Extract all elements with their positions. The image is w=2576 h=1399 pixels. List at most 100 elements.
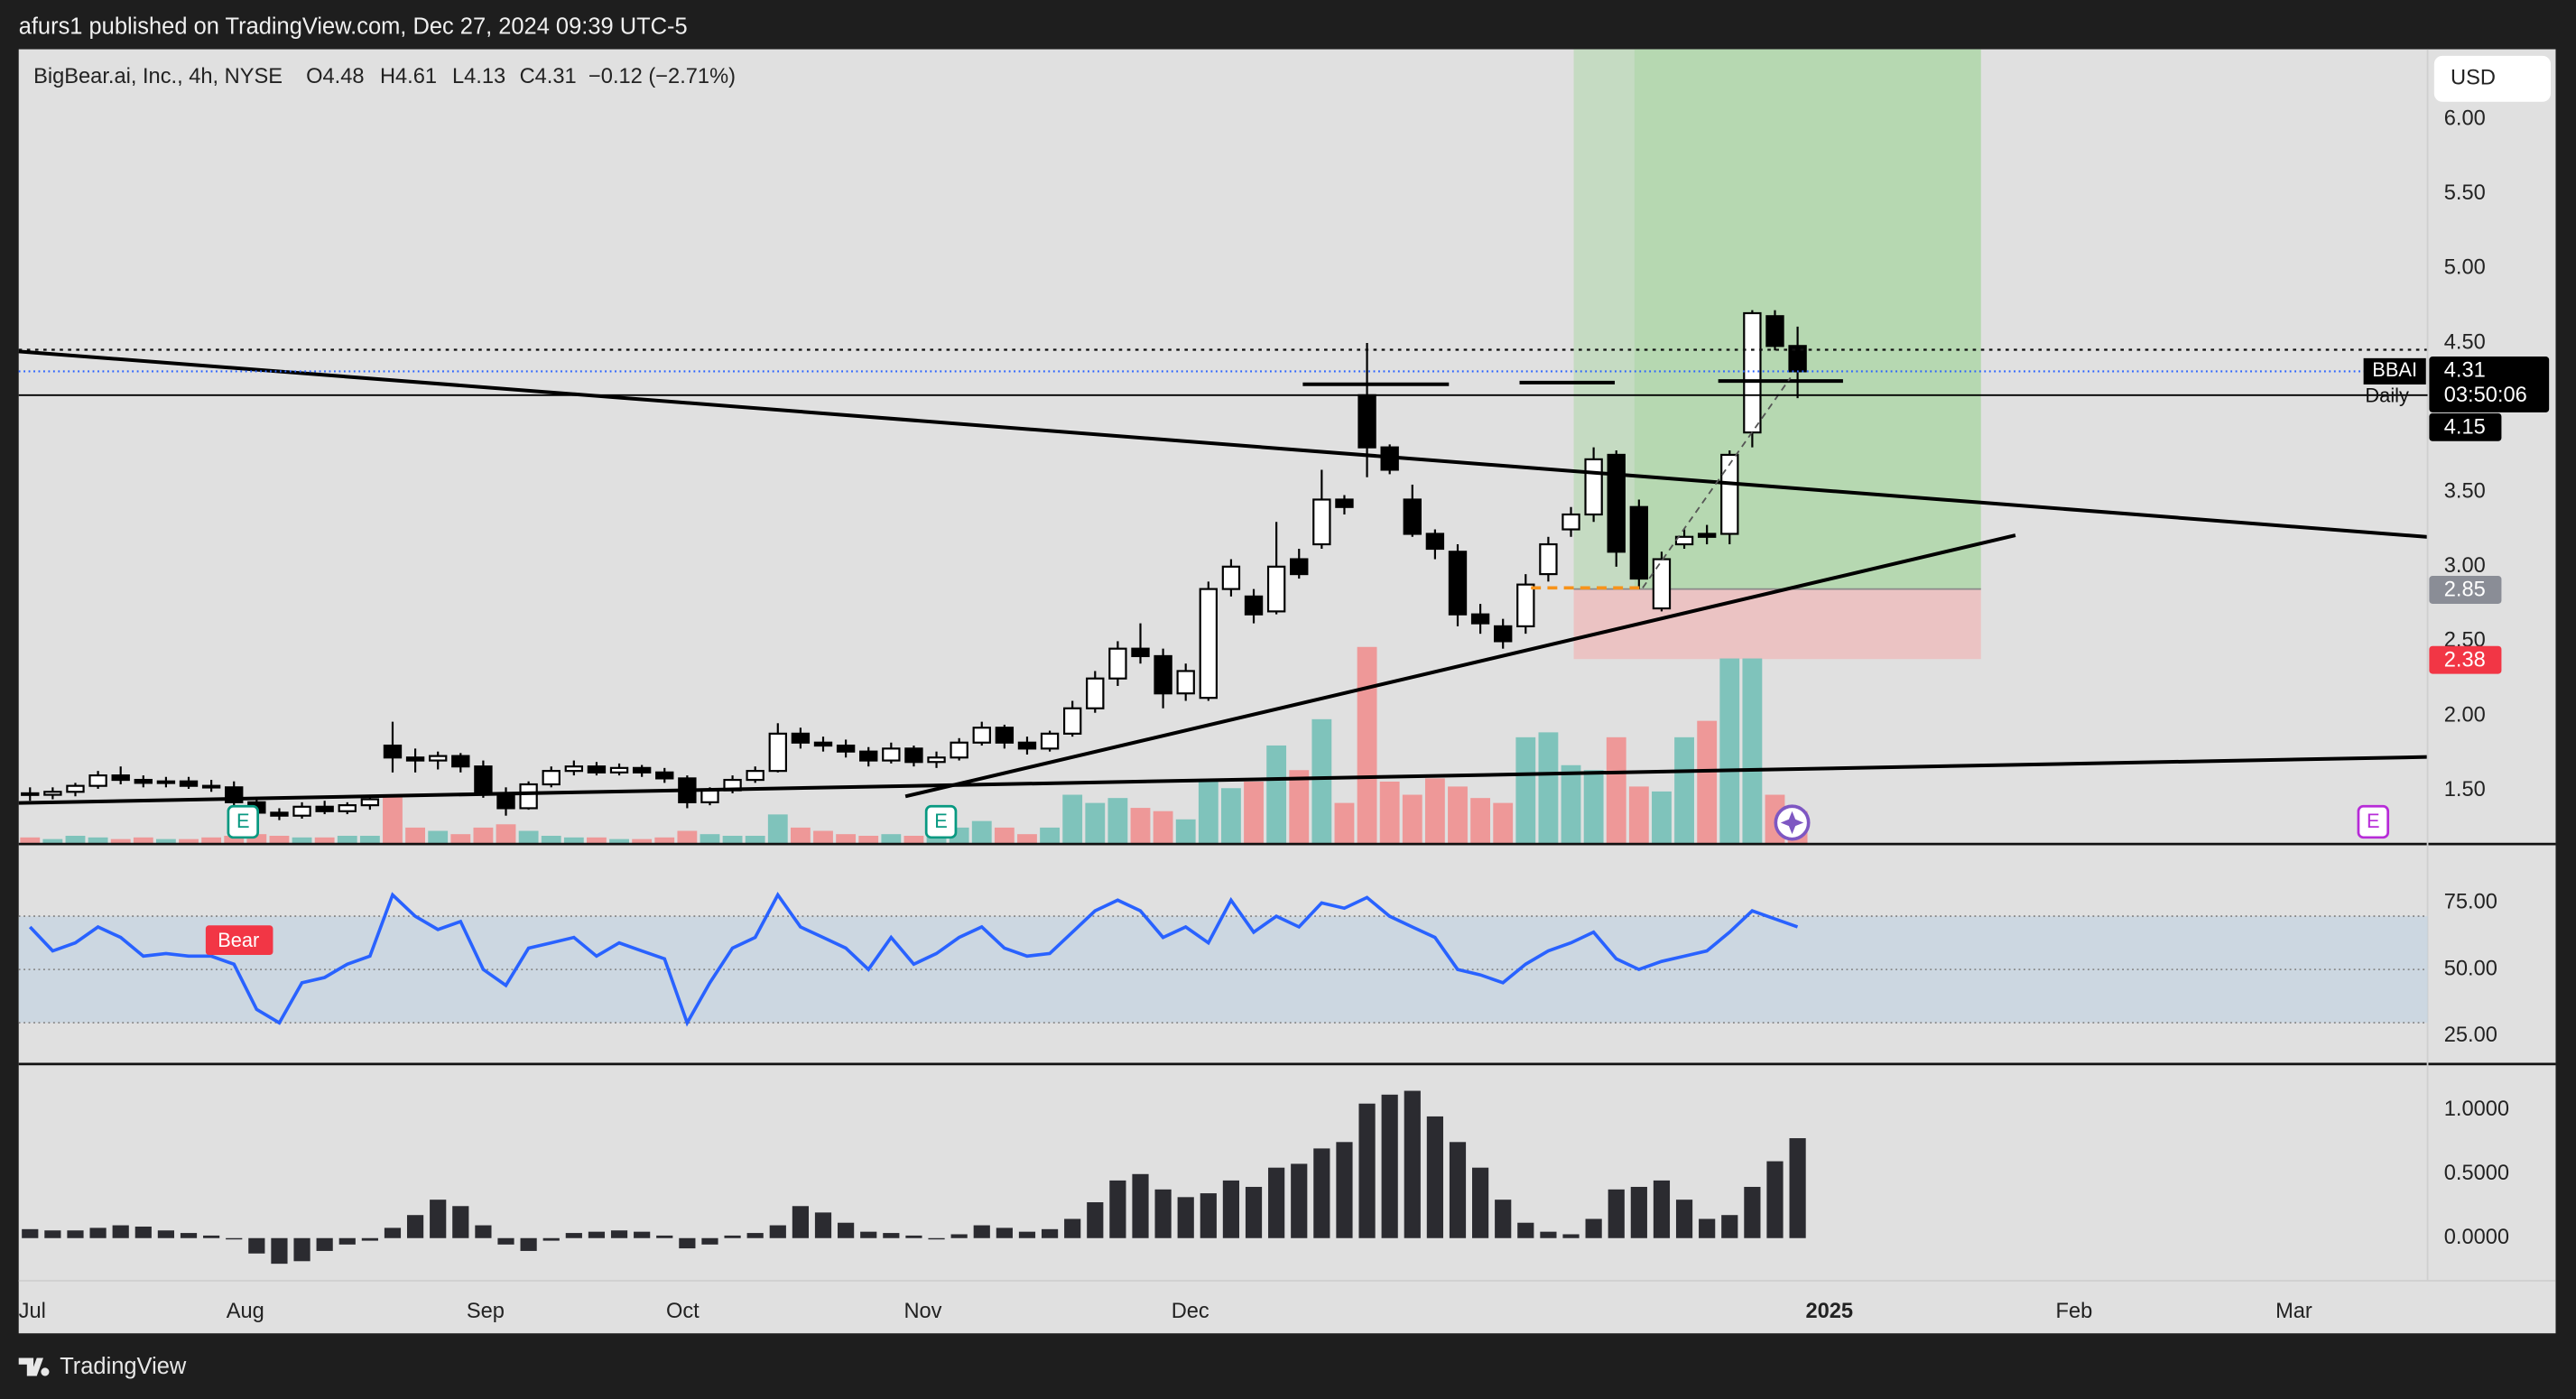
candle-body xyxy=(21,792,40,796)
y-tick-label: 75.00 xyxy=(2444,891,2497,914)
candle-body xyxy=(609,766,629,774)
candle-body xyxy=(1221,565,1241,590)
histogram-bar xyxy=(792,1206,809,1238)
candle-body xyxy=(700,789,719,803)
y-tick-label: 1.50 xyxy=(2444,778,2486,801)
earnings-marker xyxy=(227,804,260,839)
volume-bar xyxy=(1085,802,1106,845)
earnings-label: E xyxy=(236,810,250,832)
histogram-bar xyxy=(1472,1167,1489,1238)
y-tick-label: 0.5000 xyxy=(2444,1162,2509,1185)
candle-body xyxy=(1131,647,1150,658)
candle-body xyxy=(179,780,199,787)
histogram-bar xyxy=(1630,1186,1647,1238)
histogram-bar xyxy=(67,1230,84,1238)
symbol-tag xyxy=(2363,357,2426,384)
histogram-bar xyxy=(520,1237,537,1251)
candle-body xyxy=(1086,677,1105,709)
ohlc-high: H4.61 xyxy=(380,65,437,88)
y-tick-label: 6.00 xyxy=(2444,107,2486,130)
histogram-bar xyxy=(1313,1148,1330,1238)
histogram-bar xyxy=(883,1233,900,1238)
x-tick-label: Aug xyxy=(227,1300,264,1323)
volume-bar xyxy=(1424,778,1445,845)
histogram-bar xyxy=(588,1231,606,1238)
y-tick-label: 3.50 xyxy=(2444,479,2486,503)
volume-bar xyxy=(1379,781,1400,845)
volume-bar xyxy=(1130,808,1151,845)
histogram-bar xyxy=(1495,1200,1512,1238)
histogram-bar xyxy=(610,1230,628,1238)
candle-body xyxy=(768,732,787,773)
y-tick-label: 5.00 xyxy=(2444,256,2486,280)
volume-bar xyxy=(179,838,199,845)
volume-bar xyxy=(654,837,675,845)
volume-bar xyxy=(1470,798,1491,845)
histogram-bar xyxy=(1177,1197,1194,1238)
histogram-bar xyxy=(338,1237,356,1245)
histogram-bar xyxy=(1675,1200,1693,1238)
candle-body xyxy=(1516,583,1535,627)
volume-bar xyxy=(1311,718,1332,845)
chart-area xyxy=(18,49,2556,1334)
currency-button[interactable] xyxy=(2433,55,2552,102)
histogram-bar xyxy=(746,1233,764,1238)
candle-body xyxy=(1290,558,1309,576)
price-tag xyxy=(2429,357,2550,412)
candle-body xyxy=(315,805,334,812)
candle-body xyxy=(1697,533,1717,538)
histogram-bar xyxy=(316,1237,333,1251)
candle-body xyxy=(66,784,85,793)
volume-bar xyxy=(1697,720,1718,845)
publisher: afurs1 published on TradingView.com, Dec… xyxy=(19,14,688,40)
histogram-bar xyxy=(1721,1215,1738,1238)
histogram-bar xyxy=(497,1237,514,1245)
candle-body xyxy=(1266,565,1286,613)
histogram-bar xyxy=(1404,1090,1421,1238)
volume-bar xyxy=(1448,786,1468,845)
symbol-tag-label: BBAI xyxy=(2372,358,2417,381)
earnings-marker xyxy=(924,804,958,839)
entry-tag xyxy=(2429,576,2502,604)
histogram-bar xyxy=(134,1226,152,1238)
volume-bar xyxy=(563,837,584,845)
price-tag-label: 4.31 xyxy=(2444,359,2486,383)
candle-body xyxy=(587,765,607,774)
volume-bar xyxy=(677,830,698,845)
y-tick-label: 3.00 xyxy=(2444,554,2486,578)
event-icon-star xyxy=(1780,811,1804,835)
histogram-bar xyxy=(406,1215,424,1238)
volume-bar xyxy=(767,814,788,845)
volume-bar xyxy=(110,838,131,845)
ohlc-change: −0.12 (−2.71%) xyxy=(588,65,736,88)
volume-bar xyxy=(1017,834,1037,845)
ohlc-open: O4.48 xyxy=(306,65,364,88)
volume-bar xyxy=(881,834,902,845)
candle-body xyxy=(1040,732,1060,750)
histogram-bar xyxy=(1562,1234,1580,1238)
symbol-title: BigBear.ai, Inc., 4h, NYSE xyxy=(33,65,283,88)
candle-body xyxy=(882,747,901,762)
histogram-bar xyxy=(1245,1186,1263,1238)
volume-bar xyxy=(609,838,629,845)
volume-bar xyxy=(1583,770,1604,845)
rsi-band xyxy=(18,916,2428,1024)
trend-line xyxy=(904,533,2016,799)
histogram-bar xyxy=(1018,1231,1036,1238)
histogram-bar xyxy=(1336,1142,1353,1238)
histogram-bar xyxy=(248,1237,265,1254)
histogram-bar xyxy=(430,1200,447,1238)
earnings-label: E xyxy=(934,810,948,832)
x-tick-label: Jul xyxy=(19,1300,46,1323)
y-tick-label: 0.0000 xyxy=(2444,1226,2509,1249)
candle-body xyxy=(1199,588,1219,700)
candle-body xyxy=(632,766,652,774)
candle-body xyxy=(201,784,221,789)
candle-body xyxy=(134,778,153,784)
volume-bar xyxy=(383,794,403,845)
entry-tag-label: 2.85 xyxy=(2444,579,2486,602)
candle-body xyxy=(1335,498,1354,508)
candle-body xyxy=(1403,498,1422,535)
histogram-bar xyxy=(565,1233,582,1238)
